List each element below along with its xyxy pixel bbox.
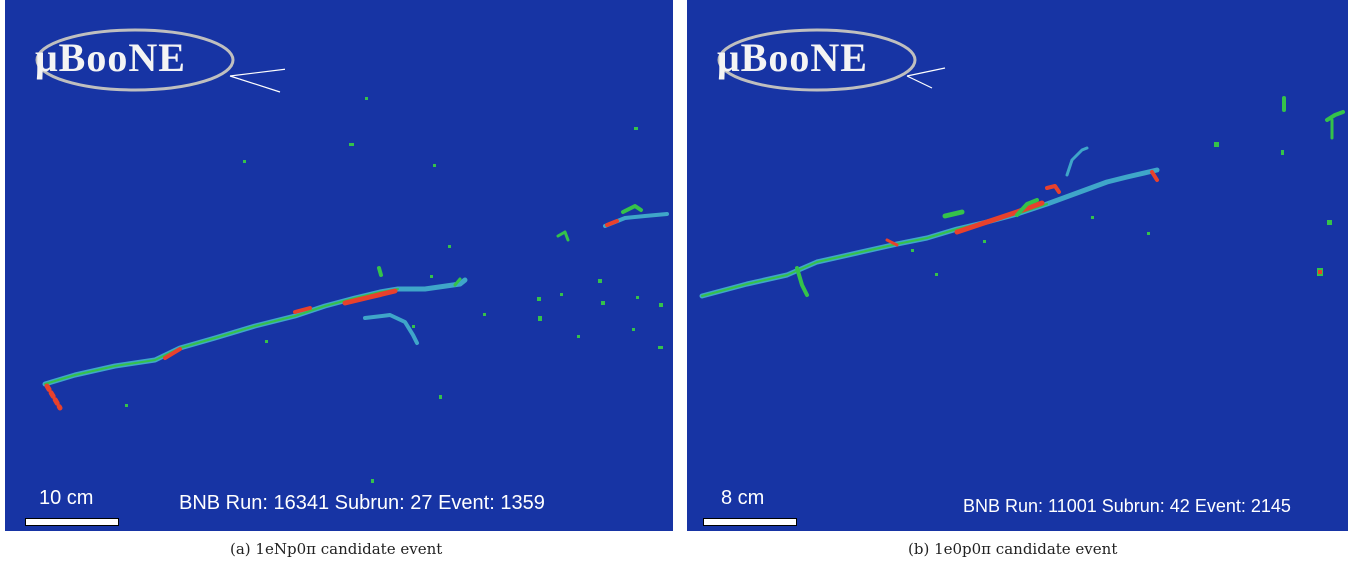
track-image-b [699, 96, 1345, 299]
scale-label-b: 8 cm [721, 487, 765, 509]
scale-bar-a [25, 518, 119, 526]
logo-text: μBooNE [717, 35, 868, 80]
track-image-a [42, 97, 669, 483]
scale-bar-b [703, 518, 797, 526]
logo-text: μBooNE [35, 35, 186, 80]
event-info-a: BNB Run: 16341 Subrun: 27 Event: 1359 [179, 492, 545, 514]
caption-a: (a) 1eNp0π candidate event [230, 540, 443, 558]
caption-b: (b) 1e0p0π candidate event [908, 540, 1118, 558]
scale-label-a: 10 cm [39, 487, 94, 509]
microboone-logo: μBooNE [717, 28, 967, 108]
event-display-b: μBooNE 8 cm BNB Run: 11001 Subrun: 42 Ev… [687, 0, 1348, 531]
microboone-logo: μBooNE [35, 28, 285, 108]
event-display-a: μBooNE 10 cm BNB Run: 16341 Subrun: 27 E… [5, 0, 673, 531]
event-info-b: BNB Run: 11001 Subrun: 42 Event: 2145 [963, 496, 1291, 516]
